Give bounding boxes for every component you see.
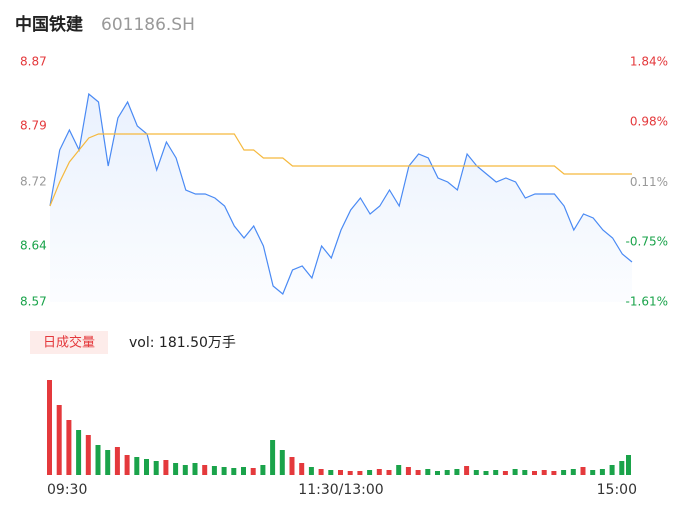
volume-bar — [435, 471, 440, 475]
volume-bar — [153, 461, 159, 475]
volume-bar — [464, 466, 470, 475]
volume-bar — [328, 470, 334, 475]
volume-tag: 日成交量 — [43, 335, 95, 351]
volume-bar — [522, 470, 528, 475]
x-tick-label: 11:30/13:00 — [298, 482, 383, 498]
volume-bar — [405, 467, 411, 475]
volume-bar — [619, 461, 625, 475]
x-tick-label: 09:30 — [47, 482, 87, 498]
volume-bar — [289, 457, 295, 475]
y2-tick-label: 0.98% — [630, 114, 668, 128]
volume-bar — [483, 471, 489, 475]
volume-bar — [202, 465, 208, 475]
volume-bar — [415, 470, 421, 475]
volume-bar — [241, 467, 246, 475]
y-tick-label: 8.64 — [20, 239, 47, 253]
volume-bar — [279, 450, 285, 475]
volume-bar — [221, 467, 227, 475]
volume-bar — [318, 469, 324, 475]
volume-bar — [473, 470, 479, 475]
volume-bar — [580, 467, 586, 475]
volume-bar — [386, 470, 392, 475]
volume-bar — [114, 447, 120, 475]
volume-bar — [626, 455, 631, 475]
y2-tick-label: 0.11% — [630, 175, 668, 189]
volume-bar — [396, 465, 402, 475]
volume-bar — [231, 468, 237, 475]
volume-bar — [270, 440, 276, 475]
volume-bar — [599, 469, 605, 475]
x-tick-label: 15:00 — [597, 482, 637, 498]
y2-tick-label: 1.84% — [630, 55, 668, 69]
volume-tag-bg — [30, 331, 108, 354]
volume-bar — [532, 471, 537, 475]
volume-bar — [182, 465, 188, 475]
y2-tick-label: -1.61% — [626, 295, 668, 309]
volume-bar — [444, 470, 450, 475]
volume-bar — [76, 430, 82, 475]
volume-bar — [85, 435, 91, 475]
volume-total: vol: 181.50万手 — [129, 335, 236, 351]
volume-bar — [347, 471, 353, 475]
volume-bar — [134, 457, 140, 475]
volume-bar — [570, 469, 576, 475]
y-tick-label: 8.87 — [20, 55, 47, 69]
stock-name: 中国铁建 — [15, 14, 83, 35]
volume-bar — [308, 467, 314, 475]
volume-bar — [144, 459, 149, 475]
volume-bar — [192, 463, 198, 475]
volume-bar — [561, 470, 567, 475]
y-tick-label: 8.57 — [20, 295, 47, 309]
volume-bar — [376, 469, 382, 475]
volume-bar — [551, 471, 557, 475]
volume-bar — [367, 470, 373, 475]
price-area — [50, 94, 632, 302]
volume-bar — [211, 466, 217, 475]
volume-bar — [124, 455, 130, 475]
volume-bar — [299, 463, 305, 475]
volume-bar — [173, 463, 179, 475]
average-line — [49, 133, 632, 207]
y-tick-label: 8.79 — [20, 119, 47, 133]
volume-bar — [47, 380, 52, 475]
volume-bar — [609, 465, 615, 475]
volume-bar — [454, 469, 460, 475]
volume-bar — [357, 471, 363, 475]
volume-bar — [425, 469, 431, 475]
volume-bar — [105, 450, 111, 475]
volume-bar — [493, 470, 499, 475]
volume-bar — [95, 445, 101, 475]
stock-code: 601186.SH — [101, 15, 195, 35]
volume-bar — [163, 460, 169, 475]
volume-bar — [541, 470, 547, 475]
volume-bar — [590, 470, 596, 475]
volume-bar — [250, 468, 256, 475]
volume-bar — [66, 420, 72, 475]
volume-bar — [260, 465, 266, 475]
volume-bar — [338, 470, 343, 475]
y-tick-label: 8.72 — [20, 175, 47, 189]
y2-tick-label: -0.75% — [626, 235, 668, 249]
volume-bar — [56, 405, 62, 475]
volume-bar — [512, 469, 518, 475]
volume-bar — [502, 471, 508, 475]
